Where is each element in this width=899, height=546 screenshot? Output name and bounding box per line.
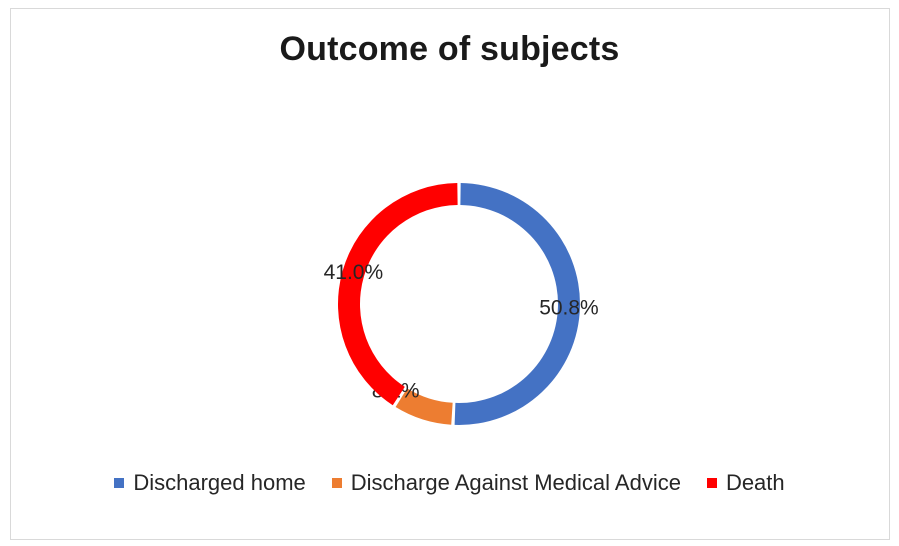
donut-slice-discharged-home — [454, 183, 580, 425]
legend-item-discharged-home: Discharged home — [114, 470, 306, 496]
legend: Discharged home Discharge Against Medica… — [0, 470, 899, 496]
legend-label: Discharge Against Medical Advice — [350, 470, 681, 495]
chart-title: Outcome of subjects — [279, 30, 620, 68]
legend-item-discharge-against-medical-advice: Discharge Against Medical Advice — [331, 470, 681, 496]
donut-slice-death — [337, 183, 458, 406]
donut-slice-discharge-against-medical-advice — [395, 388, 453, 425]
legend-swatch — [706, 478, 717, 488]
data-label-discharged-home: 50.8% — [539, 296, 599, 319]
legend-label: Death — [725, 470, 785, 495]
legend-item-death: Death — [706, 470, 785, 496]
data-label-death: 41.0% — [324, 261, 384, 284]
legend-swatch — [331, 478, 342, 488]
legend-swatch — [114, 478, 125, 488]
legend-label: Discharged home — [133, 470, 306, 495]
chart-frame — [10, 8, 890, 540]
